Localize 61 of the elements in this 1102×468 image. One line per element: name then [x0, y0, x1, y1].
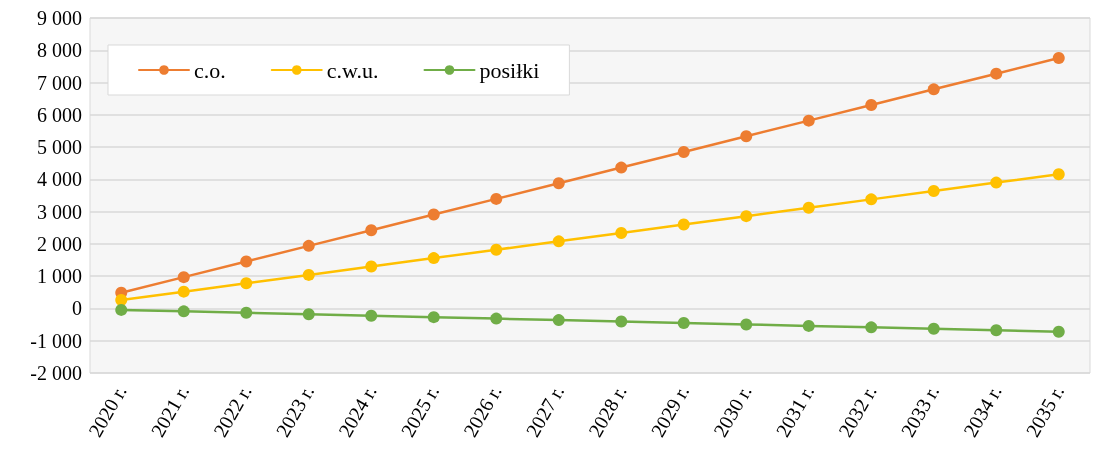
y-tick-label: 2 000 [37, 232, 82, 255]
point [677, 316, 690, 329]
y-tick-label: -2 000 [30, 362, 82, 384]
point [115, 303, 128, 316]
point [615, 226, 628, 239]
y-tick-label: 9 000 [37, 7, 82, 29]
point [302, 308, 315, 321]
point [427, 208, 440, 221]
point [990, 67, 1003, 80]
y-tick-label: 5 000 [37, 136, 82, 159]
y-tick-label: 7 000 [37, 71, 82, 94]
point [865, 321, 878, 334]
point [865, 193, 878, 206]
point [177, 271, 190, 284]
y-tick-label: 6 000 [37, 103, 82, 126]
point [1052, 52, 1065, 65]
y-tick-label: 4 000 [37, 168, 82, 191]
point [927, 322, 940, 335]
y-tick-label: 3 000 [37, 200, 82, 223]
point [365, 260, 378, 273]
point [927, 83, 940, 96]
point [240, 306, 253, 319]
point [552, 314, 565, 327]
point [990, 176, 1003, 189]
point [1052, 168, 1065, 181]
point [927, 184, 940, 197]
y-tick-label: -1 000 [30, 329, 82, 352]
point [177, 305, 190, 318]
point [740, 130, 753, 143]
legend-label: c.o. [194, 57, 226, 83]
y-tick-label: 8 000 [37, 39, 82, 62]
point [615, 161, 628, 174]
point [365, 309, 378, 322]
legend-label: c.w.u. [326, 57, 379, 83]
point [177, 285, 190, 298]
point [740, 318, 753, 331]
point [302, 239, 315, 252]
point [552, 177, 565, 190]
point [427, 311, 440, 324]
point [240, 255, 253, 268]
point [740, 210, 753, 223]
point [677, 145, 690, 158]
point [1052, 325, 1065, 338]
point [490, 243, 503, 256]
point [552, 235, 565, 248]
point [865, 98, 878, 111]
point [677, 218, 690, 231]
point [240, 277, 253, 290]
point [490, 192, 503, 205]
point [802, 201, 815, 214]
y-tick-label: 0 [72, 297, 82, 320]
point [427, 252, 440, 265]
point [365, 224, 378, 237]
point [802, 114, 815, 127]
y-tick-label: 1 000 [37, 265, 82, 288]
point [802, 319, 815, 332]
point [615, 315, 628, 328]
point [990, 324, 1003, 337]
point [302, 268, 315, 281]
legend-label: posiłki [479, 57, 540, 83]
point [490, 312, 503, 325]
